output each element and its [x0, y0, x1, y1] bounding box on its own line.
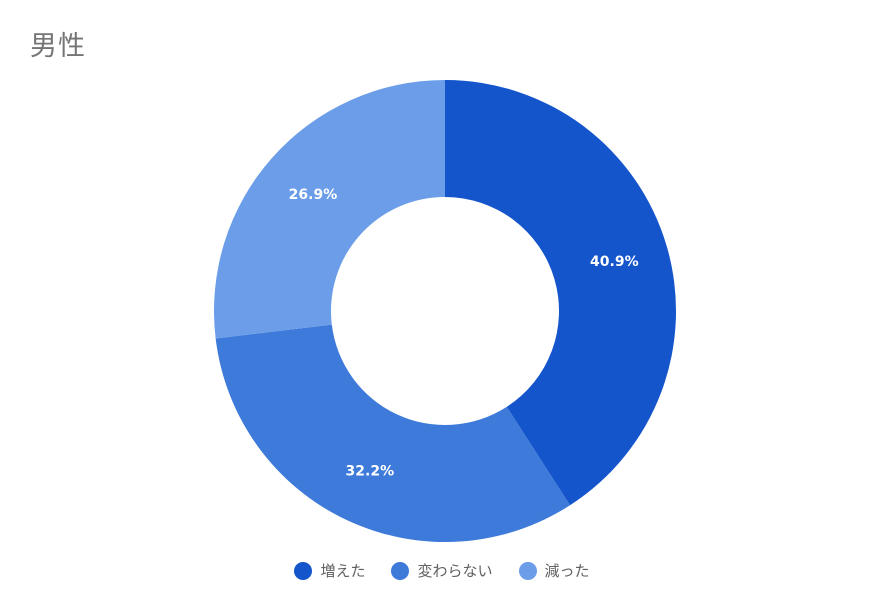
legend-item-1[interactable]: 変わらない	[391, 560, 493, 581]
slice-1[interactable]	[215, 324, 570, 542]
legend-swatch-icon	[294, 561, 313, 580]
legend-item-0[interactable]: 増えた	[294, 560, 365, 581]
legend-item-2[interactable]: 減った	[518, 560, 590, 581]
slice-label-2: 26.9%	[289, 187, 338, 203]
legend-label: 減った	[544, 562, 590, 580]
legend-label: 変わらない	[417, 562, 493, 580]
legend-swatch-icon	[391, 561, 410, 580]
legend-label: 増えた	[320, 562, 366, 580]
slice-label-0: 40.9%	[590, 254, 639, 270]
slice-0[interactable]	[445, 80, 676, 506]
slice-2[interactable]	[213, 79, 445, 339]
chart-legend: 増えた 変わらない 減った	[0, 560, 884, 581]
legend-swatch-icon	[518, 561, 537, 580]
chart-title: 男性	[30, 31, 86, 62]
slice-label-1: 32.2%	[346, 464, 395, 480]
donut-chart: 40.9% 32.2% 26.9%	[213, 79, 676, 542]
